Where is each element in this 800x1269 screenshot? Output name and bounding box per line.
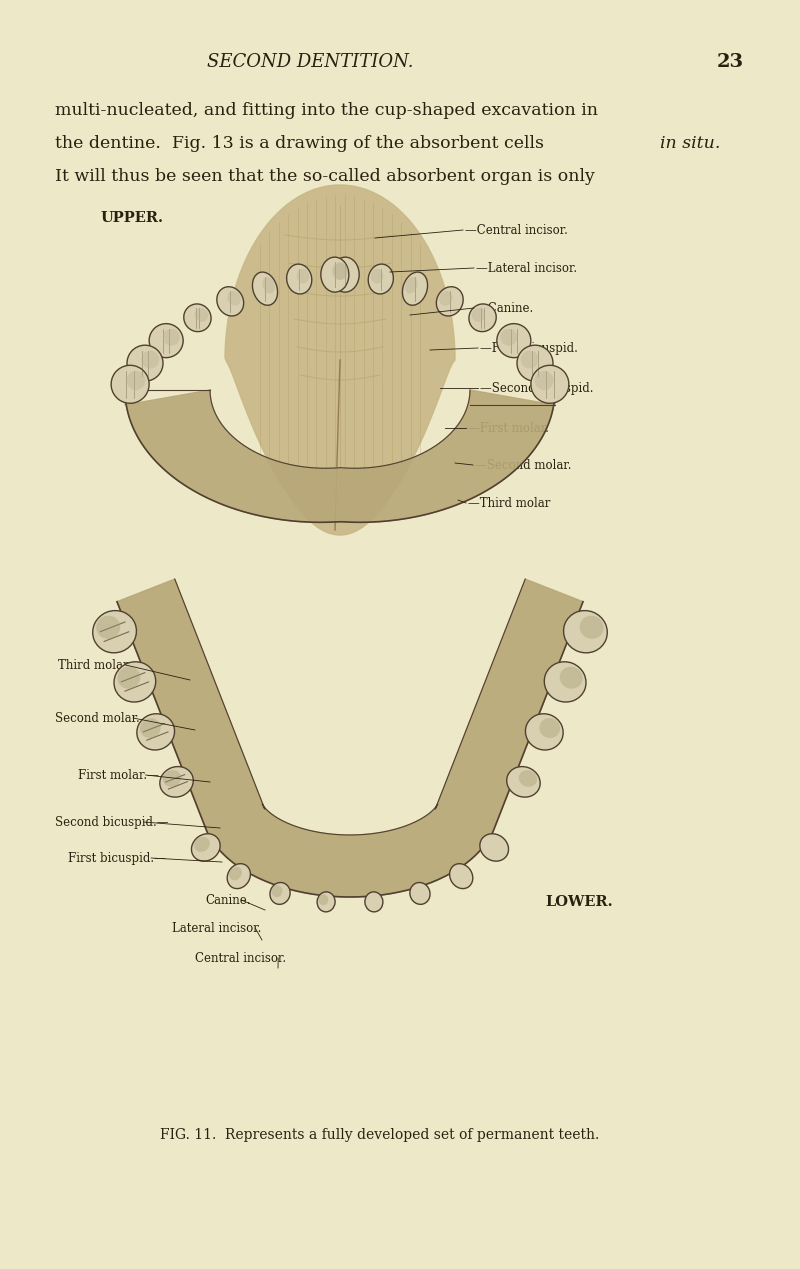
Ellipse shape (436, 287, 463, 316)
Text: It will thus be seen that the so-called absorbent organ is only: It will thus be seen that the so-called … (55, 168, 595, 184)
Text: the dentine.  Fig. 13 is a drawing of the absorbent cells: the dentine. Fig. 13 is a drawing of the… (55, 135, 550, 151)
Ellipse shape (368, 264, 394, 294)
Ellipse shape (194, 308, 208, 322)
Ellipse shape (410, 882, 430, 905)
Text: SECOND DENTITION.: SECOND DENTITION. (206, 53, 414, 71)
Ellipse shape (262, 277, 275, 293)
Text: —Third molar: —Third molar (468, 496, 550, 509)
Text: Central incisor.: Central incisor. (195, 952, 286, 964)
Ellipse shape (526, 713, 563, 750)
Ellipse shape (229, 867, 242, 881)
Ellipse shape (439, 291, 453, 306)
Polygon shape (174, 579, 526, 835)
Polygon shape (125, 390, 555, 523)
Ellipse shape (450, 864, 473, 888)
Ellipse shape (162, 329, 180, 345)
Text: FIG. 11.  Represents a fully developed set of permanent teeth.: FIG. 11. Represents a fully developed se… (160, 1128, 600, 1142)
Ellipse shape (93, 610, 137, 652)
Ellipse shape (563, 610, 607, 652)
Ellipse shape (560, 666, 582, 689)
Ellipse shape (253, 272, 278, 306)
Text: Lateral incisor.: Lateral incisor. (172, 921, 262, 934)
Ellipse shape (142, 350, 159, 368)
Ellipse shape (184, 305, 211, 331)
Ellipse shape (163, 770, 182, 787)
Ellipse shape (518, 770, 537, 787)
Text: —Second bicuspid.: —Second bicuspid. (480, 382, 594, 395)
Text: multi-nucleated, and fitting into the cup-shaped excavation in: multi-nucleated, and fitting into the cu… (55, 102, 598, 118)
Ellipse shape (126, 371, 146, 390)
Text: Canine.: Canine. (205, 893, 250, 906)
Ellipse shape (111, 365, 149, 404)
Text: First bicuspid.—: First bicuspid.— (68, 851, 166, 864)
Ellipse shape (480, 834, 509, 862)
Ellipse shape (149, 324, 183, 358)
Ellipse shape (194, 836, 210, 851)
Text: —First molar.: —First molar. (468, 421, 549, 434)
Polygon shape (117, 579, 583, 897)
Ellipse shape (137, 713, 174, 750)
Ellipse shape (227, 864, 250, 888)
Ellipse shape (191, 834, 220, 862)
Text: Third molar.—: Third molar.— (58, 659, 143, 671)
Ellipse shape (217, 287, 244, 316)
Ellipse shape (317, 892, 335, 912)
Ellipse shape (270, 882, 290, 905)
Ellipse shape (332, 263, 346, 280)
Ellipse shape (286, 264, 312, 294)
Ellipse shape (271, 886, 282, 897)
Ellipse shape (506, 766, 540, 797)
Ellipse shape (539, 718, 560, 739)
Ellipse shape (334, 263, 348, 280)
Text: Second molar. —: Second molar. — (55, 712, 155, 725)
Ellipse shape (405, 277, 418, 293)
Ellipse shape (580, 615, 604, 638)
Ellipse shape (370, 269, 383, 283)
Text: —Second molar.: —Second molar. (475, 458, 571, 472)
Text: Second bicuspid.—: Second bicuspid.— (55, 816, 169, 829)
Ellipse shape (469, 305, 496, 331)
Ellipse shape (118, 666, 140, 689)
Ellipse shape (517, 345, 553, 381)
Ellipse shape (127, 345, 163, 381)
Text: —Canine.: —Canine. (476, 302, 534, 315)
Text: —Lateral incisor.: —Lateral incisor. (476, 261, 577, 274)
Ellipse shape (331, 258, 359, 292)
Ellipse shape (497, 324, 531, 358)
Polygon shape (225, 185, 455, 536)
Ellipse shape (402, 272, 427, 306)
Ellipse shape (160, 766, 194, 797)
Text: LOWER.: LOWER. (545, 895, 613, 909)
Ellipse shape (365, 892, 383, 912)
Ellipse shape (500, 329, 518, 345)
Ellipse shape (531, 365, 569, 404)
Text: 23: 23 (717, 53, 743, 71)
Ellipse shape (472, 308, 486, 322)
Text: —Central incisor.: —Central incisor. (465, 223, 568, 236)
Text: —First bicuspid.: —First bicuspid. (480, 341, 578, 354)
Text: in situ.: in situ. (660, 135, 720, 151)
Ellipse shape (521, 350, 538, 368)
Text: UPPER.: UPPER. (100, 211, 163, 225)
Ellipse shape (534, 371, 554, 390)
Ellipse shape (227, 291, 241, 306)
Text: First molar.—: First molar.— (78, 769, 159, 782)
Ellipse shape (297, 269, 310, 283)
Ellipse shape (96, 615, 120, 638)
Ellipse shape (321, 258, 349, 292)
Ellipse shape (114, 661, 156, 702)
Ellipse shape (544, 661, 586, 702)
Ellipse shape (140, 718, 161, 739)
Ellipse shape (318, 895, 328, 905)
